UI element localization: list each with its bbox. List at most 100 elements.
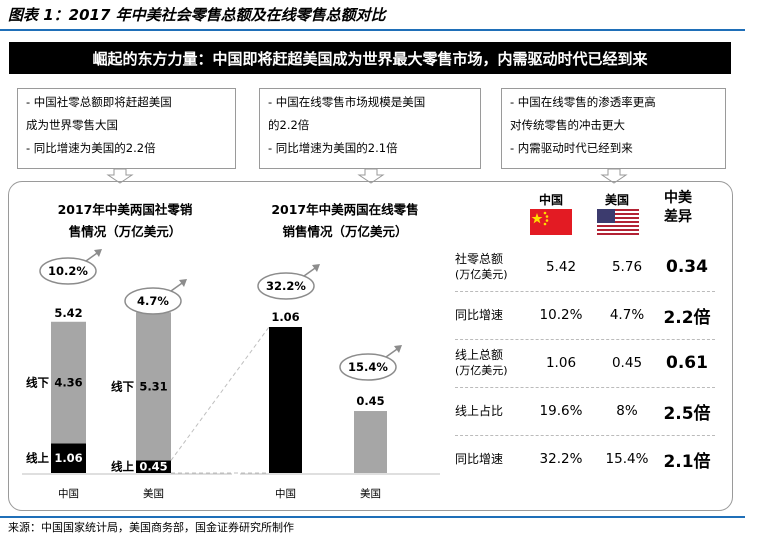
- growth-badge-china-retail-ellipse: [39, 257, 97, 285]
- summary-line: 成为世界零售大国: [26, 118, 118, 132]
- summary-box-2: - 中国在线零售市场规模是美国 的2.2倍 - 同比增速为美国的2.1倍: [259, 88, 481, 169]
- data-label: 4.36: [54, 376, 82, 390]
- summary-box-1: - 中国社零总额即将赶超美国 成为世界零售大国 - 同比增速为美国的2.2倍: [17, 88, 236, 169]
- summary-line: - 中国在线零售市场规模是美国: [268, 95, 426, 109]
- cell-diff: 0.34: [666, 257, 708, 277]
- summary-line: - 同比增速为美国的2.2倍: [26, 141, 156, 155]
- cell-china: 19.6%: [539, 403, 583, 419]
- table-row: 线上总额 (万亿美元) 1.06 0.45 0.61: [455, 339, 715, 387]
- row-divider: [455, 435, 715, 436]
- cell-china: 32.2%: [539, 451, 583, 467]
- summary-box-3: - 中国在线零售的渗透率更高 对传统零售的冲击更大 - 内需驱动时代已经到来: [501, 88, 726, 169]
- summary-line: - 中国在线零售的渗透率更高: [510, 95, 656, 109]
- table-row: 同比增速 32.2% 15.4% 2.1倍: [455, 435, 715, 483]
- cell-us: 15.4%: [605, 451, 649, 467]
- data-label: 0.45: [356, 394, 384, 408]
- growth-badge-china-retail-arrow-head: [94, 249, 102, 257]
- bar-online-1: [136, 460, 171, 473]
- bar-offline-0: [51, 321, 86, 444]
- growth-badge-china-online-label: 32.2%: [266, 279, 306, 293]
- chart2-title: 2017年中美两国在线零售 销售情况（万亿美元）: [240, 199, 450, 243]
- row-divider: [455, 291, 715, 292]
- row-label-unit: (万亿美元): [455, 364, 508, 377]
- row-divider: [455, 387, 715, 388]
- down-arrow-icon: [357, 168, 385, 184]
- row-label-text: 同比增速: [455, 308, 504, 322]
- growth-badge-us-online-label: 15.4%: [348, 360, 388, 374]
- column-header-diff-line: 中美: [664, 190, 692, 206]
- table-row: 同比增速 10.2% 4.7% 2.2倍: [455, 291, 715, 339]
- source-note: 来源：中国国家统计局，美国商务部，国金证券研究所制作: [8, 521, 294, 534]
- connector-line: [170, 326, 270, 461]
- comparison-table: 社零总额 (万亿美元) 5.42 5.76 0.34 同比增速 10.2% 4.7% 2.2倍线…: [455, 243, 715, 483]
- headline-banner: 崛起的东方力量：中国即将赶超美国成为世界最大零售市场，内需驱动时代已经到来: [9, 42, 731, 74]
- column-header-us: 美国: [604, 193, 629, 207]
- growth-badge-china-online-ellipse: [257, 272, 315, 300]
- growth-badge-us-retail-arrow-head: [179, 279, 187, 287]
- column-header-diff: 中美 差异: [656, 189, 700, 227]
- chart2-title-line: 2017年中美两国在线零售: [271, 202, 419, 217]
- x-tick-label: 中国: [58, 487, 79, 500]
- row-label-text: 线上总额: [455, 348, 504, 362]
- x-tick-label: 美国: [360, 487, 381, 500]
- bar-offline-1: [136, 312, 171, 461]
- cell-us: 0.45: [611, 355, 643, 371]
- summary-line: - 内需驱动时代已经到来: [510, 141, 633, 155]
- cell-diff: 2.2倍: [663, 307, 711, 328]
- data-label: 1.06: [271, 310, 299, 324]
- cell-china: 1.06: [545, 355, 577, 371]
- row-label-text: 同比增速: [455, 452, 504, 466]
- series-label: 线下: [26, 376, 49, 390]
- chart1-title-line: 2017年中美两国社零销: [57, 202, 193, 217]
- row-divider: [455, 339, 715, 340]
- cell-china: 5.42: [545, 259, 577, 275]
- down-arrow-icon: [106, 168, 134, 184]
- bar-online-total-0: [269, 327, 302, 473]
- data-label: 0.45: [139, 460, 167, 474]
- growth-badge-china-retail-label: 10.2%: [48, 264, 88, 278]
- growth-badge-us-online-arrow-head: [394, 345, 402, 353]
- chart2-title-line: 销售情况（万亿美元）: [282, 224, 408, 239]
- column-header-china: 中国: [538, 193, 563, 207]
- chart1-title-line: 售情况（万亿美元）: [68, 224, 182, 239]
- series-label: 线上: [111, 460, 134, 474]
- cell-diff: 2.5倍: [663, 403, 711, 424]
- table-row: 线上占比 19.6% 8% 2.5倍: [455, 387, 715, 435]
- summary-line: - 中国社零总额即将赶超美国: [26, 95, 172, 109]
- figure-title: 图表 1：2017 年中美社会零售总额及在线零售总额对比: [8, 6, 386, 24]
- growth-badge-us-online-ellipse: [339, 353, 397, 381]
- series-label: 线上: [26, 451, 49, 465]
- column-header-diff-line: 差异: [664, 209, 692, 225]
- row-label: 线上占比: [455, 403, 527, 419]
- growth-badge-us-retail-label: 4.7%: [137, 294, 169, 308]
- summary-line: - 同比增速为美国的2.1倍: [268, 141, 398, 155]
- chart-panel: [8, 181, 733, 511]
- row-label-text: 社零总额: [455, 252, 504, 266]
- row-label-text: 线上占比: [455, 404, 504, 418]
- summary-line: 的2.2倍: [268, 118, 310, 132]
- row-label-unit: (万亿美元): [455, 268, 508, 281]
- table-row: 社零总额 (万亿美元) 5.42 5.76 0.34: [455, 243, 715, 291]
- cell-diff: 0.61: [666, 353, 708, 373]
- bottom-divider: [0, 516, 745, 518]
- down-arrow-icon: [600, 168, 628, 184]
- x-tick-label: 美国: [143, 487, 164, 500]
- row-label: 社零总额 (万亿美元): [455, 251, 527, 283]
- row-label: 线上总额 (万亿美元): [455, 347, 527, 379]
- bar-online-total-1: [354, 411, 387, 473]
- cell-us: 5.76: [611, 259, 643, 275]
- china-flag-icon: [530, 209, 572, 235]
- chart1-title: 2017年中美两国社零销 售情况（万亿美元）: [25, 199, 225, 243]
- series-label: 线下: [111, 379, 134, 393]
- cell-diff: 2.1倍: [663, 451, 711, 472]
- row-label: 同比增速: [455, 451, 527, 467]
- us-flag-icon: [597, 209, 639, 235]
- cell-us: 8%: [616, 403, 638, 419]
- cell-china: 10.2%: [539, 307, 583, 323]
- row-label: 同比增速: [455, 307, 527, 323]
- data-label: 5.31: [139, 379, 167, 393]
- data-label: 1.06: [54, 451, 82, 465]
- total-label: 5.42: [54, 306, 82, 320]
- growth-badge-us-retail-ellipse: [124, 287, 182, 315]
